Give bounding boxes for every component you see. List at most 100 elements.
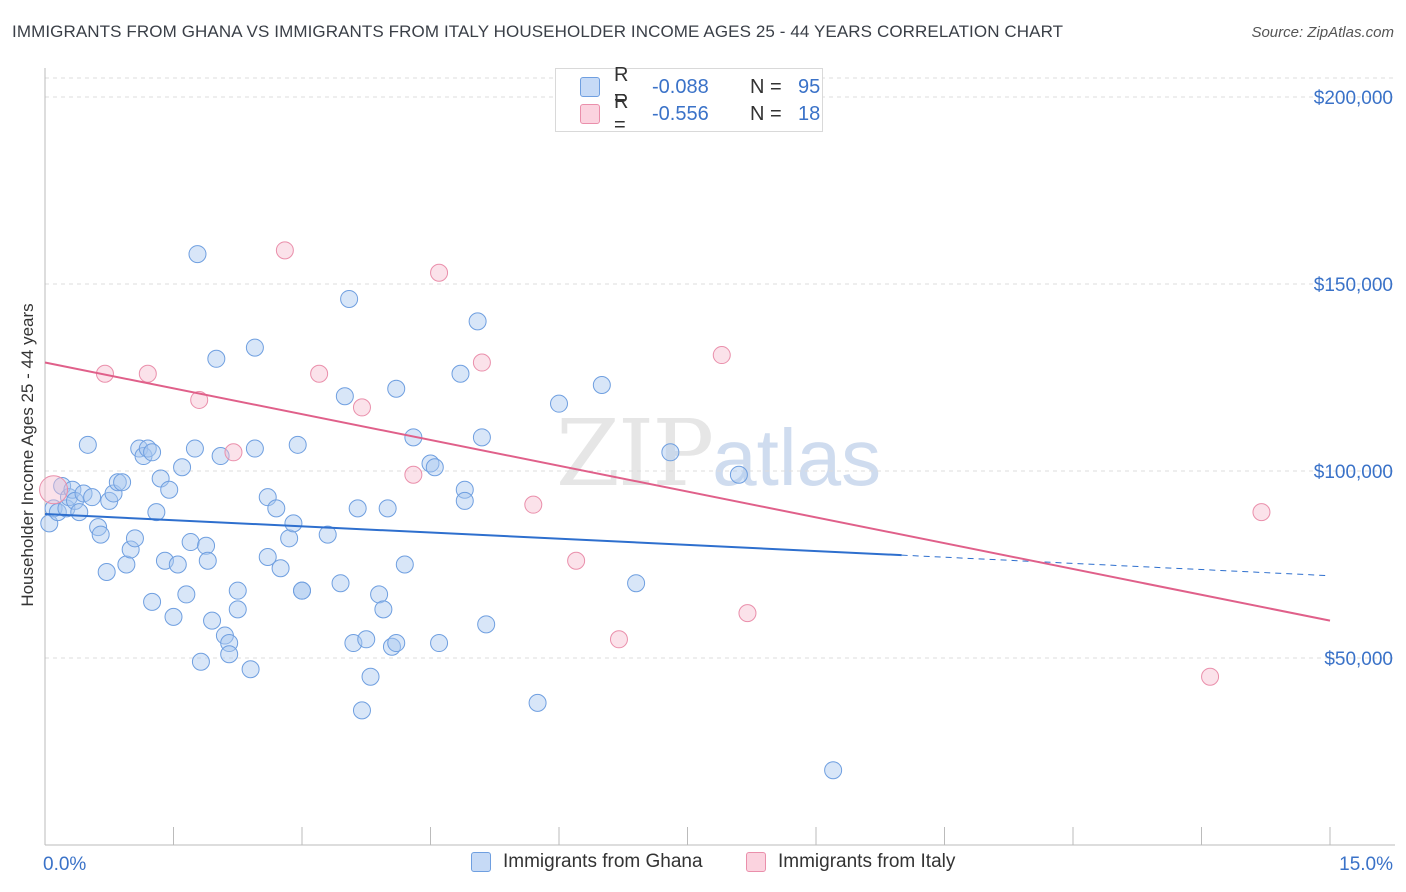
ghana-point	[370, 585, 389, 604]
ghana-point	[430, 634, 449, 653]
ghana-point	[197, 536, 216, 555]
ghana-point	[121, 540, 140, 559]
ghana-point	[280, 529, 299, 548]
ghana-point	[455, 491, 474, 510]
ghana-point	[185, 439, 204, 458]
ghana-point	[48, 503, 67, 522]
trend-lines	[44, 361, 1331, 622]
italy-points	[39, 241, 1271, 686]
italy-point	[352, 398, 371, 417]
ghana-point	[241, 660, 260, 679]
ghana-point	[451, 364, 470, 383]
ghana-point	[63, 480, 82, 499]
ghana-point	[357, 630, 376, 649]
ghana-point	[387, 634, 406, 653]
y-tick-label: $100,000	[1314, 462, 1393, 483]
ghana-point	[91, 525, 110, 544]
italy-point	[712, 346, 731, 365]
italy-point	[472, 353, 491, 372]
legend-item-ghana[interactable]: Immigrants from Ghana	[471, 851, 703, 873]
ghana-point	[468, 312, 487, 331]
ghana-point	[245, 439, 264, 458]
source-label[interactable]: Source: ZipAtlas.com	[1251, 24, 1394, 41]
ghana-point	[89, 518, 108, 537]
ghana-point	[271, 559, 290, 578]
watermark-zip: ZIP	[556, 400, 714, 507]
ghana-point	[331, 574, 350, 593]
italy-point	[1201, 667, 1220, 686]
ghana-point	[207, 349, 226, 368]
italy-point	[567, 551, 586, 570]
ghana-point	[387, 379, 406, 398]
italy-point	[609, 630, 628, 649]
ghana-point	[53, 476, 72, 495]
x-tick-label: 0.0%	[43, 854, 86, 875]
y-tick-label: $50,000	[1324, 649, 1393, 670]
ghana-trend-extension	[901, 554, 1331, 577]
ghana-point	[245, 338, 264, 357]
italy-point	[275, 241, 294, 260]
ghana-point	[113, 473, 132, 492]
tick-labels: $50,000 $100,000 $150,000 $200,000 0.0% 15.0%	[43, 88, 1393, 875]
ghana-points	[40, 245, 843, 780]
legend-n-value: 95	[798, 75, 821, 98]
legend-r-label: R =	[614, 91, 629, 136]
legend-row-italy: R = -0.556 N = 18	[556, 91, 821, 136]
ghana-point	[125, 529, 144, 548]
y-axis-label: Householder Income Ages 25 - 44 years	[18, 303, 37, 607]
legend-n-label: N =	[750, 102, 782, 125]
grid-lines	[45, 77, 1395, 659]
ghana-point	[472, 428, 491, 447]
ghana-point	[74, 484, 93, 503]
ghana-point	[352, 701, 371, 720]
italy-point	[524, 495, 543, 514]
ghana-point	[395, 555, 414, 574]
ghana-point	[220, 645, 239, 664]
legend-swatch-italy	[746, 852, 766, 872]
correlation-legend: R = -0.088 N = 95 R = -0.556 N = 18	[555, 64, 823, 136]
ghana-point	[374, 600, 393, 619]
italy-point	[310, 364, 329, 383]
ghana-point	[228, 581, 247, 600]
legend-item-italy[interactable]: Immigrants from Italy	[746, 851, 955, 873]
ghana-point	[203, 611, 222, 630]
ghana-point	[198, 551, 217, 570]
legend-label-ghana: Immigrants from Ghana	[503, 851, 703, 872]
ghana-point	[173, 458, 192, 477]
legend-r-value: -0.556	[652, 102, 709, 125]
y-tick-label: $150,000	[1314, 275, 1393, 296]
ghana-point	[191, 652, 210, 671]
ghana-point	[288, 435, 307, 454]
italy-point	[138, 364, 157, 383]
axes	[44, 68, 1395, 846]
ghana-point	[425, 458, 444, 477]
legend-label-italy: Immigrants from Italy	[778, 851, 956, 872]
ghana-point	[318, 525, 337, 544]
ghana-point	[97, 562, 116, 581]
italy-point	[430, 263, 449, 282]
ghana-point	[177, 585, 196, 604]
ghana-point	[143, 592, 162, 611]
italy-point	[224, 443, 243, 462]
ghana-point	[528, 693, 547, 712]
ghana-point	[348, 499, 367, 518]
ghana-point	[550, 394, 568, 413]
ghana-point	[378, 499, 397, 518]
ghana-point	[70, 503, 89, 522]
legend-r-label: R =	[614, 64, 629, 109]
ghana-point	[340, 289, 359, 308]
italy-point	[738, 604, 757, 623]
legend-n-value: 18	[798, 102, 821, 125]
ghana-trend-line	[44, 513, 902, 557]
ghana-point	[147, 503, 166, 522]
ghana-point	[160, 480, 179, 499]
ghana-point	[83, 488, 102, 507]
ghana-point	[117, 555, 136, 574]
chart-title: IMMIGRANTS FROM GHANA VS IMMIGRANTS FROM…	[12, 22, 1064, 41]
italy-point	[404, 465, 423, 484]
ghana-point	[181, 533, 200, 552]
ghana-point	[293, 581, 311, 600]
ghana-point	[168, 555, 187, 574]
ghana-point	[335, 387, 354, 406]
